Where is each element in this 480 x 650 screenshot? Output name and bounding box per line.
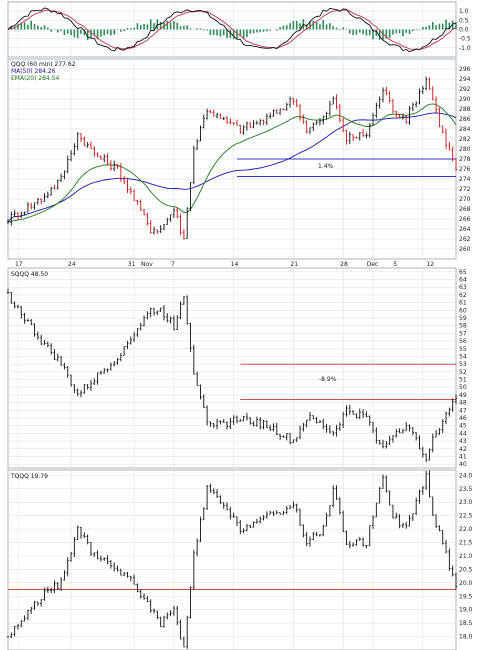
y-tick-label: 44 [459, 430, 467, 437]
y-tick-label: 1.0 [459, 8, 469, 15]
sqqq-annotation: -8.9% [319, 376, 337, 383]
y-tick-label: 54 [459, 353, 467, 360]
y-tick-label: 65 [459, 269, 467, 276]
y-tick-label: 61 [459, 300, 467, 307]
y-tick-label: 264 [459, 226, 471, 233]
x-tick-label: 28 [340, 261, 348, 268]
qqq-annotation: 1.4% [318, 163, 334, 170]
qqq-title: QQQ (60 min) 277.62 [11, 61, 76, 68]
y-tick-label: 0.0 [459, 27, 469, 34]
y-tick-label: 280 [459, 146, 471, 153]
y-tick-label: 50 [459, 384, 467, 391]
ema20-line [7, 103, 457, 223]
y-tick-label: 51 [459, 377, 467, 384]
y-tick-label: 288 [459, 106, 471, 113]
y-tick-label: 22.0 [459, 526, 473, 533]
x-tick-label: 14 [231, 261, 239, 268]
y-tick-label: 24.0 [459, 472, 473, 479]
y-tick-label: 268 [459, 206, 471, 213]
y-tick-label: 62 [459, 292, 467, 299]
grid-layer [8, 2, 456, 650]
y-tick-label: 20.5 [459, 566, 473, 573]
y-tick-label: 266 [459, 216, 471, 223]
y-tick-label: 284 [459, 126, 471, 133]
y-tick-label: 57 [459, 330, 467, 337]
y-tick-label: 49 [459, 392, 467, 399]
y-tick-label: 59 [459, 315, 467, 322]
y-tick-label: 46 [459, 415, 467, 422]
y-tick-label: 40 [459, 461, 467, 468]
y-tick-label: 292 [459, 86, 471, 93]
y-tick-label: 41 [459, 453, 467, 460]
x-tick-label: Nov [141, 261, 153, 268]
y-tick-label: 20.0 [459, 580, 473, 587]
y-tick-label: 64 [459, 277, 467, 284]
qqq-legend-ema20: EMA(20) 284.54 [11, 75, 59, 82]
y-tick-label: 45 [459, 423, 467, 430]
y-tick-label: 52 [459, 369, 467, 376]
y-tick-label: 286 [459, 116, 471, 123]
y-tick-label: 21.0 [459, 553, 473, 560]
y-tick-label: 23.0 [459, 499, 473, 506]
tqqq-title: TQQQ 19.79 [10, 473, 48, 480]
text-layer: QQQ (60 min) 277.62 MA(50) 284.26 EMA(20… [10, 8, 473, 640]
y-tick-label: 47 [459, 407, 467, 414]
x-tick-label: 7 [171, 261, 175, 268]
y-tick-label: 18.5 [459, 620, 473, 627]
y-tick-label: 19.0 [459, 607, 473, 614]
y-tick-label: 60 [459, 307, 467, 314]
y-tick-label: 274 [459, 176, 471, 183]
series-layer [6, 7, 458, 649]
x-tick-label: 31 [128, 261, 136, 268]
y-tick-label: 290 [459, 96, 471, 103]
y-tick-label: 43 [459, 438, 467, 445]
y-tick-label: 294 [459, 76, 471, 83]
y-tick-label: 48 [459, 400, 467, 407]
y-tick-label: 260 [459, 246, 471, 253]
y-tick-label: 23.5 [459, 486, 473, 493]
y-tick-label: 19.5 [459, 593, 473, 600]
y-tick-label: 55 [459, 346, 467, 353]
y-tick-label: -0.5 [459, 36, 471, 43]
macd-signal-line [7, 9, 457, 50]
y-tick-label: 276 [459, 166, 471, 173]
x-tick-label: 12 [426, 261, 434, 268]
qqq-legend-ma50: MA(50) 284.26 [11, 68, 56, 75]
y-tick-label: 296 [459, 66, 471, 73]
y-tick-label: 22.5 [459, 513, 473, 520]
y-tick-label: 262 [459, 236, 471, 243]
x-tick-label: 21 [290, 261, 298, 268]
x-tick-label: 17 [15, 261, 23, 268]
x-tick-label: 24 [68, 261, 76, 268]
y-tick-label: 63 [459, 284, 467, 291]
sqqq-title: SQQQ 48.50 [11, 271, 48, 278]
x-tick-label: Dec [367, 261, 379, 268]
macd-line [7, 7, 457, 53]
y-tick-label: 18.0 [459, 634, 473, 641]
y-tick-label: 56 [459, 338, 467, 345]
panel-sqqq [7, 267, 457, 469]
y-tick-label: 21.5 [459, 540, 473, 547]
y-tick-label: 270 [459, 196, 471, 203]
y-tick-label: -1.0 [459, 45, 471, 52]
y-tick-label: 278 [459, 156, 471, 163]
y-tick-label: 0.5 [459, 17, 469, 24]
x-tick-label: 5 [393, 261, 397, 268]
y-tick-label: 58 [459, 323, 467, 330]
y-tick-label: 282 [459, 136, 471, 143]
panel-tqqq [7, 469, 457, 650]
y-tick-label: 42 [459, 446, 467, 453]
y-tick-label: 53 [459, 361, 467, 368]
y-tick-label: 272 [459, 186, 471, 193]
